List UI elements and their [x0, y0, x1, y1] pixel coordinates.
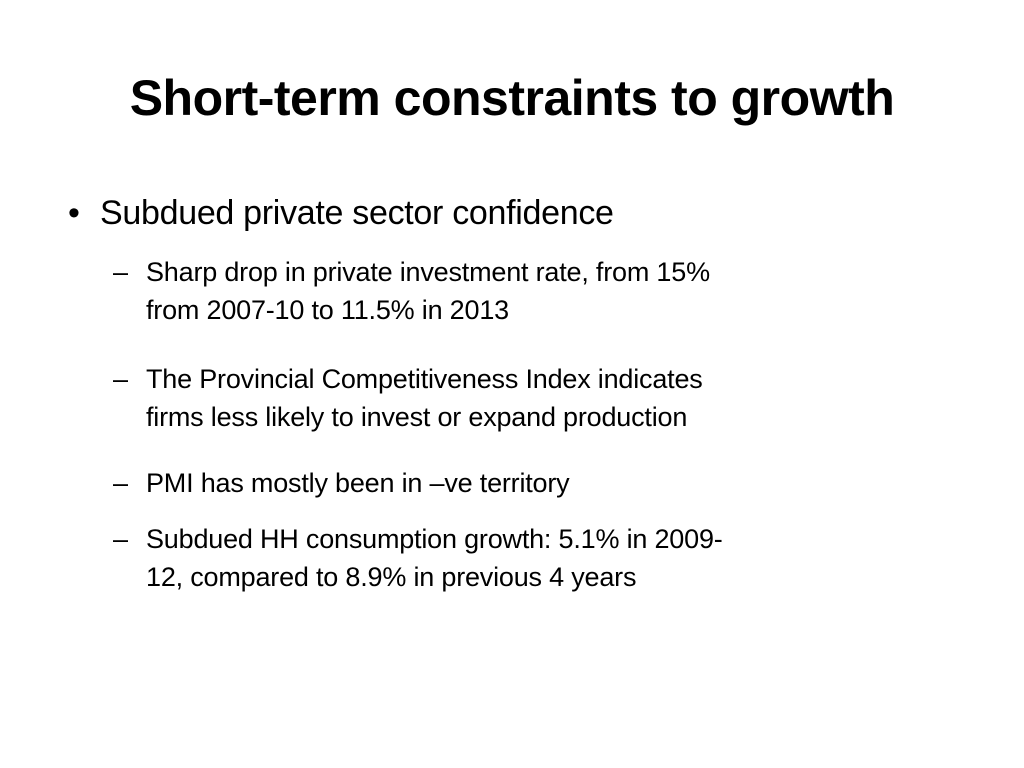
sub-bullet-line: Subdued HH consumption growth: 5.1% in 2… [146, 524, 723, 554]
sub-bullet-item: – PMI has mostly been in –ve territory [113, 464, 953, 502]
sub-bullet-line: 12, compared to 8.9% in previous 4 years [146, 562, 637, 592]
sub-bullet-line: Sharp drop in private investment rate, f… [146, 257, 710, 287]
sub-bullet-line: The Provincial Competitiveness Index ind… [146, 364, 703, 394]
sub-bullet-line: from 2007-10 to 11.5% in 2013 [146, 295, 509, 325]
sub-bullet-line: firms less likely to invest or expand pr… [146, 402, 688, 432]
sub-bullet-item: – Subdued HH consumption growth: 5.1% in… [113, 520, 953, 596]
sub-bullet-item: – The Provincial Competitiveness Index i… [113, 360, 953, 436]
dash-marker: – [113, 257, 128, 287]
bullet-text: Subdued private sector confidence [100, 194, 614, 232]
sub-bullet-item: – Sharp drop in private investment rate,… [113, 253, 953, 329]
dash-marker: – [113, 364, 128, 394]
dash-marker: – [113, 468, 128, 498]
dash-marker: – [113, 524, 128, 554]
sub-bullet-line: PMI has mostly been in –ve territory [146, 468, 570, 498]
bullet-marker: • [68, 194, 80, 232]
slide-title: Short-term constraints to growth [129, 70, 895, 126]
